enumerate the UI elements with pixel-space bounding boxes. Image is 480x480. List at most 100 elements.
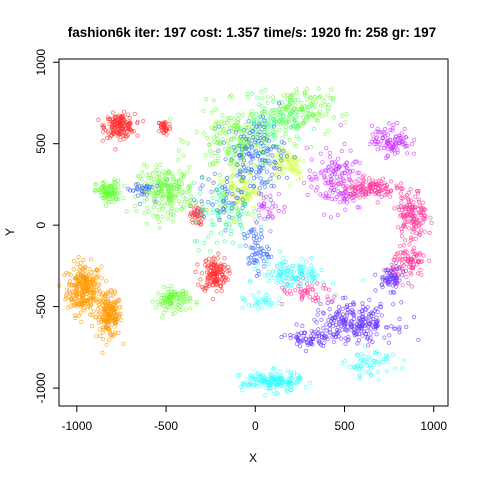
- data-point: [86, 303, 91, 308]
- data-point: [105, 317, 111, 323]
- data-point: [403, 135, 409, 140]
- data-point: [280, 146, 285, 151]
- data-point: [264, 292, 269, 297]
- data-point: [355, 364, 361, 369]
- data-point: [319, 335, 325, 340]
- data-point: [178, 137, 183, 142]
- data-point: [208, 260, 213, 265]
- data-point: [295, 275, 301, 280]
- data-point: [321, 325, 326, 330]
- data-point: [223, 196, 229, 201]
- data-point: [309, 184, 314, 189]
- data-point: [205, 279, 210, 284]
- data-point: [209, 272, 215, 277]
- data-point: [256, 260, 261, 266]
- x-tick-label: 0: [252, 419, 259, 433]
- data-point: [328, 96, 333, 101]
- data-point: [300, 323, 305, 328]
- data-point: [419, 211, 424, 216]
- data-point: [67, 288, 72, 293]
- data-point: [216, 124, 221, 129]
- data-point: [196, 282, 201, 287]
- data-point: [70, 283, 75, 288]
- data-point: [76, 313, 81, 318]
- data-point: [359, 352, 364, 357]
- data-point: [351, 300, 356, 305]
- data-point: [390, 302, 396, 307]
- data-point: [312, 94, 318, 100]
- data-point: [291, 161, 296, 166]
- data-point: [184, 196, 189, 202]
- data-point: [102, 305, 107, 311]
- data-point: [402, 358, 407, 363]
- data-point: [86, 272, 92, 277]
- data-point: [385, 268, 390, 273]
- data-point: [214, 271, 219, 276]
- data-point: [246, 166, 251, 171]
- data-point: [408, 272, 414, 277]
- data-point: [322, 102, 327, 108]
- data-point: [296, 379, 301, 384]
- data-point: [97, 188, 102, 193]
- data-point: [265, 381, 270, 386]
- data-point: [306, 105, 311, 110]
- data-point: [307, 174, 312, 180]
- data-point: [350, 168, 355, 173]
- data-point: [367, 142, 372, 147]
- data-point: [167, 125, 172, 130]
- data-point: [421, 253, 426, 258]
- data-point: [237, 372, 242, 377]
- data-point: [330, 281, 336, 286]
- data-point: [288, 162, 293, 167]
- data-point: [159, 192, 164, 197]
- data-point: [211, 161, 216, 166]
- data-point: [193, 269, 198, 275]
- data-point: [288, 387, 293, 393]
- data-point: [103, 203, 109, 208]
- data-point: [371, 183, 376, 188]
- data-point: [281, 266, 286, 271]
- data-point: [256, 290, 261, 295]
- data-point: [97, 310, 102, 315]
- data-point: [176, 306, 181, 311]
- data-point: [254, 378, 259, 383]
- data-point: [337, 329, 342, 334]
- data-point: [153, 202, 158, 207]
- data-point: [156, 219, 161, 224]
- data-point: [416, 337, 421, 342]
- data-point: [258, 147, 264, 152]
- data-point: [193, 201, 198, 206]
- data-point: [100, 330, 106, 335]
- data-point: [200, 174, 205, 179]
- data-point: [344, 304, 349, 310]
- data-point: [271, 108, 276, 113]
- data-point: [287, 288, 292, 293]
- data-point: [377, 142, 382, 147]
- data-point: [237, 143, 242, 148]
- data-point: [285, 389, 290, 394]
- data-point: [299, 338, 304, 343]
- data-point: [330, 190, 335, 195]
- data-point: [118, 317, 124, 323]
- data-point: [92, 189, 97, 194]
- data-point: [105, 308, 110, 314]
- data-point: [246, 125, 251, 130]
- data-point: [221, 177, 226, 182]
- data-point: [87, 267, 92, 272]
- data-point: [359, 323, 364, 328]
- data-point: [113, 320, 118, 325]
- data-point: [236, 188, 241, 193]
- data-point: [100, 325, 106, 330]
- data-point: [313, 188, 318, 193]
- data-point: [373, 327, 378, 332]
- data-point: [308, 341, 313, 346]
- data-point: [321, 311, 326, 316]
- data-point: [312, 171, 317, 176]
- data-point: [265, 180, 270, 185]
- data-point: [398, 250, 403, 255]
- data-point: [294, 120, 299, 126]
- data-point: [79, 288, 85, 293]
- data-point: [167, 304, 172, 310]
- data-point: [316, 327, 321, 332]
- data-point: [366, 321, 371, 326]
